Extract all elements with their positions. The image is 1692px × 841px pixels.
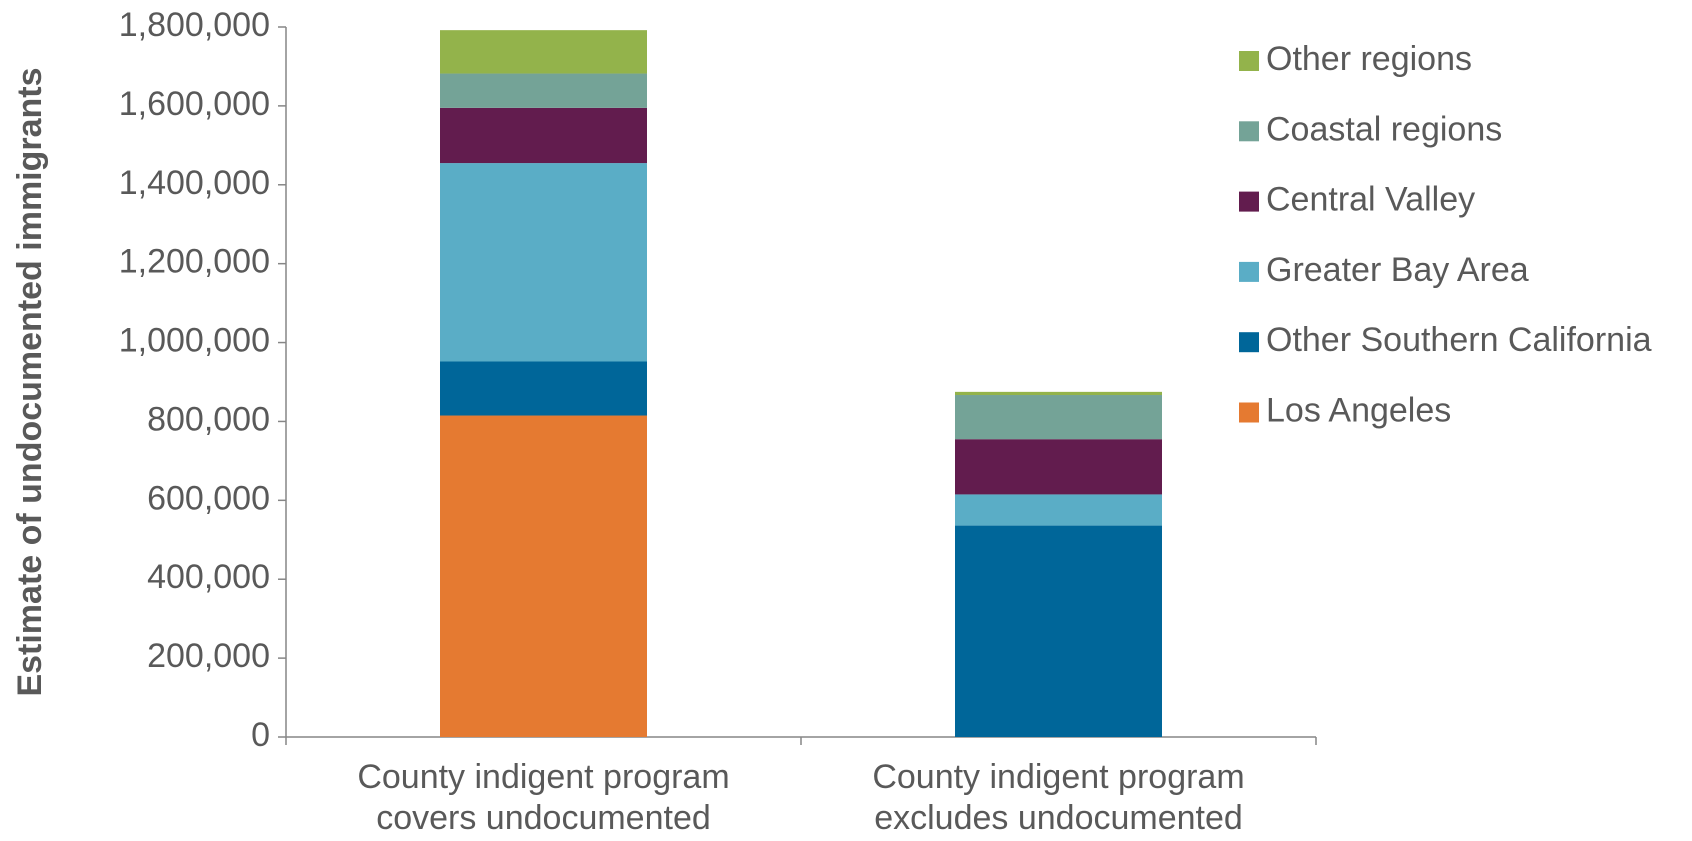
bar-segment [440,415,647,737]
legend-label: Other Southern California [1266,321,1652,359]
bar-segment [440,73,647,108]
y-tick-label: 1,600,000 [119,85,270,123]
legend-label: Coastal regions [1266,110,1502,148]
bar-segment [955,439,1162,495]
x-tick-label: County indigent program covers undocumen… [357,758,730,837]
legend-label: Other regions [1266,40,1472,78]
bar-segment [955,494,1162,526]
legend-label: Greater Bay Area [1266,251,1529,289]
legend-swatch [1239,261,1259,282]
bar-segment [440,163,647,362]
bar-segment [955,391,1162,396]
y-tick-label: 1,200,000 [119,243,270,281]
legend-swatch [1239,332,1259,353]
legend-label: Central Valley [1266,181,1475,219]
y-tick-label: 1,400,000 [119,164,270,202]
y-axis-label: Estimate of undocumented immigrants [11,67,49,696]
bar-segment [955,395,1162,440]
bar-segment [440,107,647,164]
legend-swatch [1239,51,1259,71]
y-tick-label: 400,000 [147,558,270,596]
x-tick-label: County indigent program excludes undocum… [872,758,1245,837]
bar-segment [440,361,647,416]
legend-label: Los Angeles [1266,391,1451,429]
legend-swatch [1239,402,1259,423]
y-tick-label: 800,000 [147,400,270,438]
y-tick-label: 600,000 [147,479,270,517]
y-tick-label: 1,000,000 [119,322,270,360]
y-tick-label: 200,000 [147,637,270,675]
legend-swatch [1239,121,1259,142]
y-tick-label: 0 [251,716,270,754]
bar-segment [440,30,647,74]
y-tick-label: 1,800,000 [119,6,270,44]
legend-swatch [1239,191,1259,212]
bar-segment [955,525,1162,737]
